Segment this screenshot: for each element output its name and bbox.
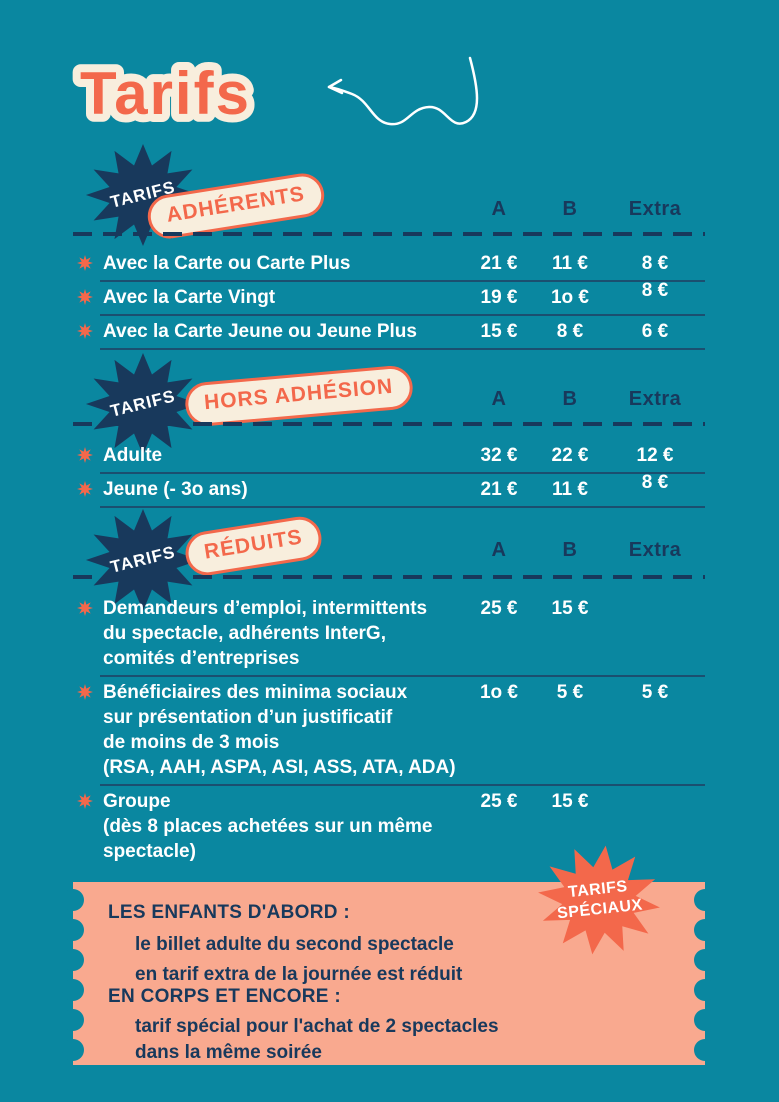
column-headers: A B Extra xyxy=(463,539,705,562)
table-row: Groupe (dès 8 places achetées sur un même… xyxy=(73,786,705,868)
price-a: 21 € xyxy=(480,479,518,500)
rows-container: Adulte 32 € 22 € 12 € Jeune (- 3o ans) 21 € 11… xyxy=(73,440,705,508)
price-b: 8 € xyxy=(556,321,584,342)
column-header-a: A xyxy=(491,539,507,561)
column-header-extra: Extra xyxy=(628,539,682,561)
ticket-notch xyxy=(694,919,716,941)
price-b: 15 € xyxy=(551,791,589,812)
ticket-notch xyxy=(694,1039,716,1061)
price-b: 22 € xyxy=(551,445,589,466)
price-extra: 5 € xyxy=(641,682,669,703)
price-a: 21 € xyxy=(480,253,518,274)
special-item-title: LES ENFANTS D'ABORD : xyxy=(108,902,350,923)
page-title: Tarifs xyxy=(72,52,257,135)
row-label: Avec la Carte Vingt xyxy=(103,287,276,308)
column-headers: A B Extra xyxy=(463,388,705,411)
row-divider xyxy=(100,314,705,316)
price-a: 15 € xyxy=(480,321,518,342)
price-extra: 8 € xyxy=(641,472,669,493)
star-bullet-icon xyxy=(73,477,103,502)
column-header-extra: Extra xyxy=(628,198,682,220)
ticket-notch xyxy=(62,1039,84,1061)
price-b: 5 € xyxy=(556,682,584,703)
table-row: Jeune (- 3o ans) 21 € 11 € 8 € xyxy=(73,472,705,506)
ticket-notch xyxy=(62,919,84,941)
ticket-notch xyxy=(694,949,716,971)
row-divider xyxy=(100,472,705,474)
tarifs-speciaux-burst-badge: TARIFS SPÉCIAUX xyxy=(525,835,674,965)
table-row: Avec la Carte ou Carte Plus 21 € 11 € 8 € xyxy=(73,248,705,280)
section-badge-hors-adhesion: HORS ADHÉSION xyxy=(183,364,415,428)
column-header-b: B xyxy=(562,388,578,410)
ticket-notch xyxy=(62,979,84,1001)
burst-label: TARIFS SPÉCIAUX xyxy=(525,836,672,964)
ticket-notch xyxy=(62,1009,84,1031)
price-b: 11 € xyxy=(552,253,588,274)
star-bullet-icon xyxy=(73,251,103,276)
special-item-line: le billet adulte du second spectacle xyxy=(135,934,454,955)
special-item-title: EN CORPS ET ENCORE : xyxy=(108,986,341,1007)
special-item-line: tarif spécial pour l'achat de 2 spectacl… xyxy=(135,1016,499,1037)
price-extra: 8 € xyxy=(641,280,669,301)
star-bullet-icon xyxy=(73,680,103,705)
table-row: Bénéficiaires des minima sociaux sur prés… xyxy=(73,677,705,784)
table-row: Avec la Carte Vingt 19 € 1o € 8 € xyxy=(73,280,705,314)
price-a: 1o € xyxy=(479,682,519,703)
star-bullet-icon xyxy=(73,789,103,814)
row-divider xyxy=(100,348,705,350)
price-extra: 8 € xyxy=(641,253,669,274)
special-item-line: dans la même soirée xyxy=(135,1042,322,1063)
price-a: 19 € xyxy=(480,287,518,308)
row-divider xyxy=(100,784,705,786)
star-bullet-icon xyxy=(73,443,103,468)
star-bullet-icon xyxy=(73,319,103,344)
row-divider xyxy=(100,280,705,282)
rows-container: Avec la Carte ou Carte Plus 21 €11 €8 € Av… xyxy=(73,248,705,350)
price-extra: 6 € xyxy=(641,321,669,342)
arrow-doodle-icon xyxy=(327,56,479,126)
price-b: 1o € xyxy=(550,287,590,308)
column-header-extra: Extra xyxy=(628,388,682,410)
special-item-line: en tarif extra de la journée est réduit xyxy=(135,964,463,985)
ticket-notch xyxy=(694,889,716,911)
column-header-a: A xyxy=(491,388,507,410)
row-label: Jeune (- 3o ans) xyxy=(103,479,248,500)
dashed-divider xyxy=(73,575,705,579)
ticket-notch xyxy=(62,949,84,971)
row-label: Avec la Carte Jeune ou Jeune Plus xyxy=(103,321,417,342)
row-divider xyxy=(100,675,705,677)
column-headers: A B Extra xyxy=(463,198,705,221)
row-label: Demandeurs d’emploi, intermittents du spe… xyxy=(103,598,428,669)
star-bullet-icon xyxy=(73,596,103,621)
row-label: Groupe (dès 8 places achetées sur un même… xyxy=(103,791,433,862)
price-a: 25 € xyxy=(480,598,518,619)
ticket-notch xyxy=(694,979,716,1001)
dashed-divider xyxy=(73,422,705,426)
price-a: 25 € xyxy=(480,791,518,812)
column-header-b: B xyxy=(562,198,578,220)
ticket-notch xyxy=(62,889,84,911)
price-extra: 12 € xyxy=(636,445,674,466)
column-header-b: B xyxy=(562,539,578,561)
price-b: 15 € xyxy=(551,598,589,619)
page-title-text: Tarifs xyxy=(80,60,251,127)
ticket-notch xyxy=(694,1009,716,1031)
row-label: Avec la Carte ou Carte Plus xyxy=(103,253,351,274)
row-label: Adulte xyxy=(103,445,163,466)
price-a: 32 € xyxy=(480,445,518,466)
table-row: Adulte 32 € 22 € 12 € xyxy=(73,440,705,472)
row-divider xyxy=(100,506,705,508)
row-label: Bénéficiaires des minima sociaux sur prés… xyxy=(103,682,456,778)
table-row: Avec la Carte Jeune ou Jeune Plus 15 € 8 €… xyxy=(73,316,705,348)
star-bullet-icon xyxy=(73,285,103,310)
rows-container: Demandeurs d’emploi, intermittents du spe… xyxy=(73,593,705,868)
price-b: 11 € xyxy=(552,479,588,500)
table-row: Demandeurs d’emploi, intermittents du spe… xyxy=(73,593,705,675)
dashed-divider xyxy=(73,232,705,236)
column-header-a: A xyxy=(491,198,507,220)
